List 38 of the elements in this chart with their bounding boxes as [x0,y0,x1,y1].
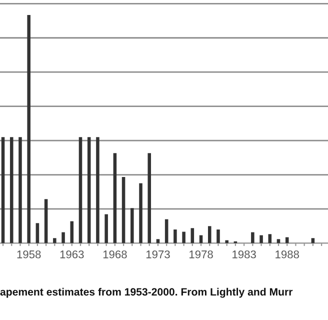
bar [113,153,117,244]
bar [1,137,5,244]
bar [36,223,40,244]
bar [10,137,14,244]
x-tick-label: 1963 [60,250,84,258]
bar [148,153,151,244]
x-tick-label: 1978 [190,250,213,258]
bar [182,232,186,244]
bar [130,208,134,244]
bar [78,137,82,244]
x-tick-label: 1958 [17,250,41,258]
bar [199,235,203,244]
bar [251,232,254,244]
bar [260,235,263,244]
bar [70,221,74,244]
bar [216,230,220,244]
bar [122,177,126,244]
bar [174,230,177,244]
bar [208,226,212,244]
bar [87,137,91,244]
bar [104,214,108,244]
bar [62,232,65,244]
x-tick-label: 1988 [276,250,299,258]
bar [311,238,315,244]
x-tick-label: 1973 [146,250,170,258]
x-tick-label: 1968 [103,250,127,258]
bar [44,199,48,244]
bar [18,137,22,244]
bar [164,219,168,244]
bar [225,240,228,244]
bar [139,183,142,244]
bar [268,234,272,244]
bar [53,238,56,244]
bar [96,137,100,244]
x-tick-label: 1983 [232,250,256,258]
text: apement estimates from 1953-2000. From Lightly and Murr [0,288,293,298]
bar [27,15,30,244]
bar [190,228,194,244]
